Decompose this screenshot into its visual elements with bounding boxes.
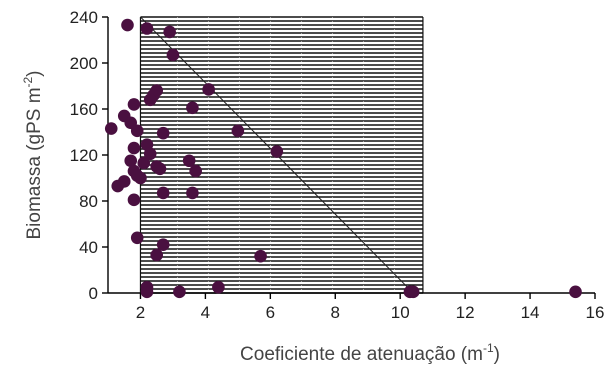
y-tick-label: 200 <box>70 54 98 73</box>
y-tick-label: 120 <box>70 146 98 165</box>
x-tick-label: 8 <box>331 303 340 322</box>
y-tick-label: 80 <box>79 192 98 211</box>
data-point <box>150 248 163 262</box>
data-point <box>186 186 199 200</box>
x-tick-label: 6 <box>266 303 275 322</box>
x-tick-label: 14 <box>521 303 540 322</box>
data-point <box>134 171 147 185</box>
hatched-region <box>139 16 424 294</box>
data-point <box>127 141 141 155</box>
data-point <box>140 285 154 299</box>
data-point <box>186 101 199 115</box>
data-points <box>104 18 582 299</box>
x-tick-label: 2 <box>136 303 145 322</box>
data-point <box>121 18 134 32</box>
data-point <box>156 238 170 251</box>
axes <box>102 16 596 299</box>
x-tick-label: 10 <box>391 303 410 322</box>
data-point <box>130 231 144 245</box>
data-point <box>153 162 167 176</box>
x-axis-title: Coeficiente de atenuação (m-1) <box>240 341 500 365</box>
data-point <box>166 48 180 62</box>
data-point <box>130 124 144 138</box>
data-point <box>143 93 157 107</box>
data-point <box>406 285 420 299</box>
y-tick-label: 0 <box>89 284 98 303</box>
data-point <box>127 98 141 111</box>
data-point <box>127 193 141 207</box>
data-point <box>104 122 118 135</box>
tick-labels: 0 40 80 120 160 200 240 2 4 6 8 10 12 14 16 <box>70 8 605 322</box>
y-axis-title: Biomassa (gPS m-2) <box>21 70 45 239</box>
x-tick-label: 16 <box>586 303 605 322</box>
data-point <box>111 179 125 193</box>
data-point <box>212 280 225 294</box>
data-point <box>270 145 284 158</box>
data-point <box>569 285 582 299</box>
data-point <box>182 154 196 168</box>
data-point <box>137 156 151 170</box>
data-point <box>124 154 138 168</box>
data-point <box>189 164 202 178</box>
y-tick-label: 40 <box>79 238 98 257</box>
data-point <box>231 124 245 138</box>
data-point <box>156 186 170 200</box>
y-tick-label: 160 <box>70 100 98 119</box>
data-point <box>163 25 176 39</box>
x-tick-label: 4 <box>201 303 210 322</box>
data-point <box>140 22 154 35</box>
y-tick-label: 240 <box>70 8 98 27</box>
data-point <box>173 285 186 299</box>
x-tick-label: 12 <box>456 303 475 322</box>
data-point <box>254 249 267 263</box>
data-point <box>156 126 170 140</box>
data-point <box>202 83 215 96</box>
data-point <box>143 147 157 161</box>
